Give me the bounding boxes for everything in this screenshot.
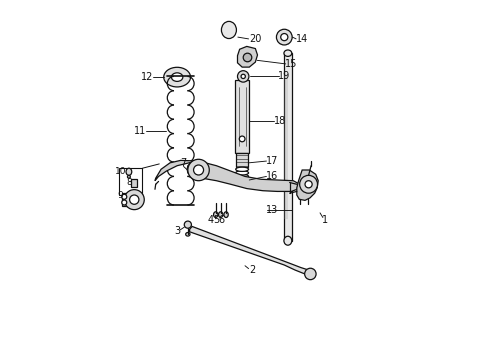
- Ellipse shape: [236, 178, 248, 182]
- Circle shape: [305, 181, 312, 188]
- Ellipse shape: [186, 233, 190, 236]
- Circle shape: [124, 190, 144, 210]
- Bar: [122, 193, 132, 206]
- Bar: [237, 153, 248, 167]
- Polygon shape: [155, 160, 298, 192]
- Ellipse shape: [236, 174, 248, 179]
- Circle shape: [130, 195, 139, 204]
- Ellipse shape: [284, 236, 292, 245]
- Ellipse shape: [219, 212, 223, 217]
- Text: 9: 9: [118, 190, 123, 199]
- Polygon shape: [238, 46, 258, 67]
- Bar: [235, 80, 249, 153]
- Text: 18: 18: [273, 116, 286, 126]
- Ellipse shape: [164, 67, 191, 87]
- Circle shape: [184, 221, 192, 228]
- Text: 13: 13: [267, 205, 279, 215]
- Text: 17: 17: [267, 156, 279, 166]
- Text: 16: 16: [267, 171, 279, 181]
- Text: 20: 20: [249, 34, 262, 44]
- Text: 19: 19: [278, 71, 291, 81]
- Circle shape: [300, 175, 318, 193]
- Circle shape: [238, 71, 249, 82]
- Text: 14: 14: [296, 34, 308, 44]
- Ellipse shape: [224, 212, 228, 217]
- Text: 6: 6: [219, 215, 225, 225]
- Circle shape: [239, 136, 245, 142]
- Polygon shape: [297, 170, 318, 201]
- Text: 4: 4: [208, 215, 214, 225]
- Ellipse shape: [214, 212, 218, 217]
- Bar: [119, 168, 143, 195]
- Text: 3: 3: [174, 226, 180, 236]
- Ellipse shape: [127, 175, 130, 178]
- Circle shape: [188, 159, 209, 181]
- Circle shape: [281, 33, 288, 41]
- Ellipse shape: [236, 171, 248, 175]
- Ellipse shape: [126, 168, 132, 175]
- Polygon shape: [190, 226, 314, 276]
- Bar: [131, 179, 137, 187]
- Bar: [284, 53, 292, 241]
- Text: 10: 10: [115, 167, 126, 176]
- Ellipse shape: [172, 73, 183, 81]
- Ellipse shape: [221, 21, 237, 39]
- Circle shape: [305, 268, 316, 280]
- Circle shape: [276, 29, 292, 45]
- Text: 8: 8: [126, 178, 132, 187]
- Circle shape: [241, 74, 245, 78]
- Text: 5: 5: [213, 215, 220, 225]
- Ellipse shape: [236, 167, 248, 171]
- Text: 11: 11: [134, 126, 146, 136]
- Text: 15: 15: [285, 59, 297, 69]
- Text: 2: 2: [249, 265, 255, 275]
- Circle shape: [122, 194, 127, 199]
- Ellipse shape: [284, 50, 292, 57]
- Circle shape: [194, 165, 203, 175]
- Text: 12: 12: [141, 72, 153, 82]
- Text: 1: 1: [322, 215, 328, 225]
- Text: 7: 7: [180, 158, 187, 168]
- Circle shape: [122, 200, 127, 205]
- Circle shape: [243, 53, 252, 62]
